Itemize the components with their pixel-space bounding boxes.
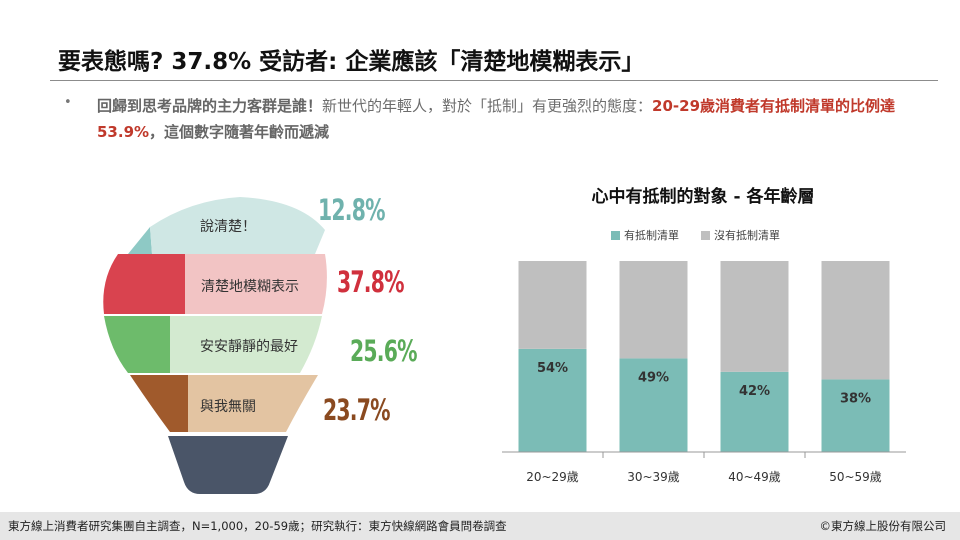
bulb-band-2 (185, 254, 327, 314)
x-tick-label-3: 40~49歲 (728, 470, 781, 484)
bulb-band-4-accent (130, 375, 188, 432)
footer-copyright: ©東方線上股份有限公司 (819, 519, 947, 533)
bulb-band-4 (188, 375, 318, 432)
bar-no-boycott-2 (619, 261, 688, 359)
bar-boycott-4 (821, 379, 890, 452)
legend-label-boycott: 有抵制清單 (624, 229, 679, 242)
bullet-marker: • (64, 95, 72, 110)
legend-swatch-no-boycott (701, 230, 710, 240)
data-label-4: 38% (840, 391, 871, 406)
description-tail: ，這個數字隨著年齡而遞減 (149, 123, 330, 141)
x-tick-label-2: 30~39歲 (627, 470, 680, 484)
footer-bar: 東方線上消費者研究集團自主調查，N=1,000，20-59歲；研究執行：東方快線… (0, 512, 960, 540)
legend-swatch-boycott (611, 230, 620, 240)
bulb-pct-1: 12.8% (318, 193, 385, 227)
bar-boycott-1 (518, 348, 587, 452)
description-body: 新世代的年輕人，對於「抵制」有更強烈的態度： (322, 97, 653, 115)
bulb-pct-2: 37.8% (337, 265, 404, 299)
x-tick-label-1: 20~29歲 (526, 470, 579, 484)
bulb-pct-4: 23.7% (323, 393, 390, 427)
bulb-band-1-accent (128, 227, 152, 254)
bar-no-boycott-4 (821, 261, 890, 380)
footer-source: 東方線上消費者研究集團自主調查，N=1,000，20-59歲；研究執行：東方快線… (8, 519, 507, 533)
data-label-3: 42% (739, 384, 770, 399)
bulb-label-4: 與我無關 (200, 399, 256, 415)
bar-no-boycott-1 (518, 261, 587, 349)
bar-boycott-2 (619, 358, 688, 452)
legend-item-no-boycott: 沒有抵制清單 (701, 227, 780, 243)
bulb-label-2: 清楚地模糊表示 (201, 279, 299, 295)
x-tick-label-4: 50~59歲 (829, 470, 882, 484)
bulb-band-3-accent (104, 316, 170, 373)
bar-no-boycott-3 (720, 261, 789, 372)
bulb-base (168, 436, 288, 494)
bulb-label-1: 說清楚！ (200, 219, 256, 235)
bulb-pct-3: 25.6% (350, 334, 417, 368)
bulb-band-2-accent (103, 254, 185, 314)
bulb-label-3: 安安靜靜的最好 (200, 339, 298, 355)
bar-boycott-3 (720, 371, 789, 452)
bulb-band-3 (170, 316, 322, 373)
bulb-band-1 (150, 197, 325, 254)
data-label-2: 49% (638, 370, 669, 385)
page-title: 要表態嗎? 37.8% 受訪者: 企業應該「清楚地模糊表示」 (58, 49, 645, 75)
description-lead: 回歸到思考品牌的主力客群是誰！ (97, 97, 323, 115)
title-divider (50, 80, 938, 81)
legend-item-boycott: 有抵制清單 (611, 227, 679, 243)
chart-legend: 有抵制清單 沒有抵制清單 (611, 227, 780, 243)
data-label-1: 54% (537, 361, 568, 376)
chart-title: 心中有抵制的對象 - 各年齡層 (591, 187, 815, 207)
description-highlight: 20-29歲消費者有抵制清單的比例達53.9% (97, 97, 896, 141)
description-text: 回歸到思考品牌的主力客群是誰！新世代的年輕人，對於「抵制」有更強烈的態度：20-… (97, 93, 897, 145)
legend-label-no-boycott: 沒有抵制清單 (714, 229, 780, 242)
